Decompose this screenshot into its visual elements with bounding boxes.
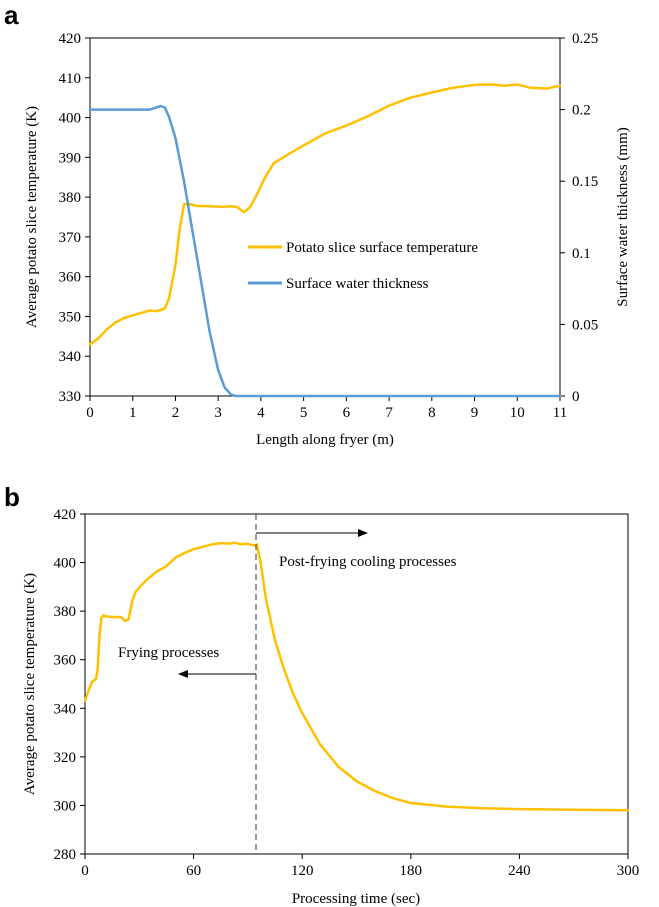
panel-a-y-axis-title: Average potato slice temperature (K): [24, 106, 40, 328]
panel-a-x-tick-label: 0: [86, 405, 94, 421]
frying-arrow: [178, 670, 256, 678]
panel-a-plot-frame: [89, 37, 561, 397]
panel-b-x-tick-label: 120: [291, 863, 314, 879]
panel-b-y-tick-label: 300: [54, 798, 77, 814]
panel-b-axes: 0 60 120 180 240 300 280 300 320 340 360 380 400 420: [54, 507, 640, 879]
panel-b-x-tick-label: 240: [508, 863, 531, 879]
panel-a-x-axis-title: Length along fryer (m): [256, 432, 394, 448]
panel-a-x-tick-label: 10: [510, 405, 525, 421]
panel-a-x-tick-label: 11: [553, 405, 567, 421]
panel-a-y-tick-label: 330: [59, 389, 82, 405]
panel-a-y2-tick-label: 0.05: [572, 317, 598, 333]
panel-a-axes: 0 1 2 3 4 5 6 7 8 9 10 11 330 340 350 360 370 380 390 400 41…: [59, 31, 599, 421]
panel-b-x-tick-label: 0: [81, 863, 89, 879]
panel-a-series-lines: [88, 83, 562, 398]
panel-b-series-lines: [83, 541, 630, 812]
legend-label-temperature: Potato slice surface temperature: [286, 240, 478, 256]
panel-a-y2-tick-label: 0.1: [572, 246, 591, 262]
panel-a-x-tick-label: 6: [343, 405, 351, 421]
panel-a-y2-tick-label: 0.25: [572, 31, 598, 47]
panel-a-y2-axis-title: Surface water thickness (mm): [615, 127, 631, 307]
panel-b-y-axis-title: Average potato slice temperature (K): [22, 573, 38, 795]
panel-a-y-tick-label: 390: [59, 150, 82, 166]
panel-b-x-tick-label: 60: [186, 863, 201, 879]
panel-a-legend: Potato slice surface temperature Surface…: [248, 240, 478, 292]
panel-a-y-tick-label: 350: [59, 309, 82, 325]
panel-b-chart: b 0 60 120 180 240 300 280 300 320 340 360 380 400 42…: [4, 482, 639, 907]
panel-b-y-tick-label: 380: [54, 604, 77, 620]
panel-b-y-tick-label: 320: [54, 750, 77, 766]
panel-a-x-tick-label: 4: [257, 405, 265, 421]
panel-b-x-tick-label: 300: [617, 863, 640, 879]
panel-a-y2-tick-label: 0.15: [572, 174, 598, 190]
panel-a-series-line-water-thickness: [88, 104, 562, 398]
cooling-arrow: [256, 529, 368, 537]
panel-a-x-tick-label: 8: [428, 405, 436, 421]
panel-a-y2-tick-label: 0.2: [572, 103, 591, 119]
panel-b-y-tick-label: 360: [54, 653, 77, 669]
panel-b-y-tick-label: 420: [54, 507, 77, 523]
panel-a-y2-tick-label: 0: [572, 389, 580, 405]
annotation-cooling: Post-frying cooling processes: [279, 554, 457, 570]
panel-a-x-tick-label: 1: [129, 405, 137, 421]
annotation-frying: Frying processes: [118, 645, 219, 661]
panel-a-x-tick-label: 9: [471, 405, 479, 421]
panel-b-plot-frame: [84, 513, 629, 855]
panel-a-y-tick-label: 410: [59, 71, 82, 87]
panel-a-x-tick-label: 5: [300, 405, 308, 421]
panel-a-y-tick-label: 400: [59, 111, 82, 127]
panel-a-y-tick-label: 340: [59, 349, 82, 365]
panel-b-x-tick-label: 180: [400, 863, 423, 879]
panel-b-series-line-temperature: [83, 541, 630, 812]
panel-a-y-tick-label: 370: [59, 230, 82, 246]
panel-b-y-tick-label: 400: [54, 556, 77, 572]
panel-a-chart: a 0 1 2 3 4 5 6 7 8 9 10 11 330 340 350 360 370 380 390 400…: [4, 0, 631, 448]
panel-a-x-tick-label: 3: [214, 405, 222, 421]
panel-a-y-tick-label: 360: [59, 270, 82, 286]
panel-b-y-tick-label: 280: [54, 847, 77, 863]
panel-a-y-tick-label: 420: [59, 31, 82, 47]
panel-a-y-tick-label: 380: [59, 190, 82, 206]
panel-a-series-line-temperature: [88, 83, 562, 346]
panel-a-x-tick-label: 7: [385, 405, 393, 421]
panel-b-x-axis-title: Processing time (sec): [292, 891, 420, 907]
legend-label-water: Surface water thickness: [286, 276, 429, 292]
panel-b-letter: b: [4, 482, 20, 512]
panel-a-x-tick-label: 2: [172, 405, 180, 421]
panel-a-letter: a: [4, 0, 19, 30]
panel-b-y-tick-label: 340: [54, 701, 77, 717]
